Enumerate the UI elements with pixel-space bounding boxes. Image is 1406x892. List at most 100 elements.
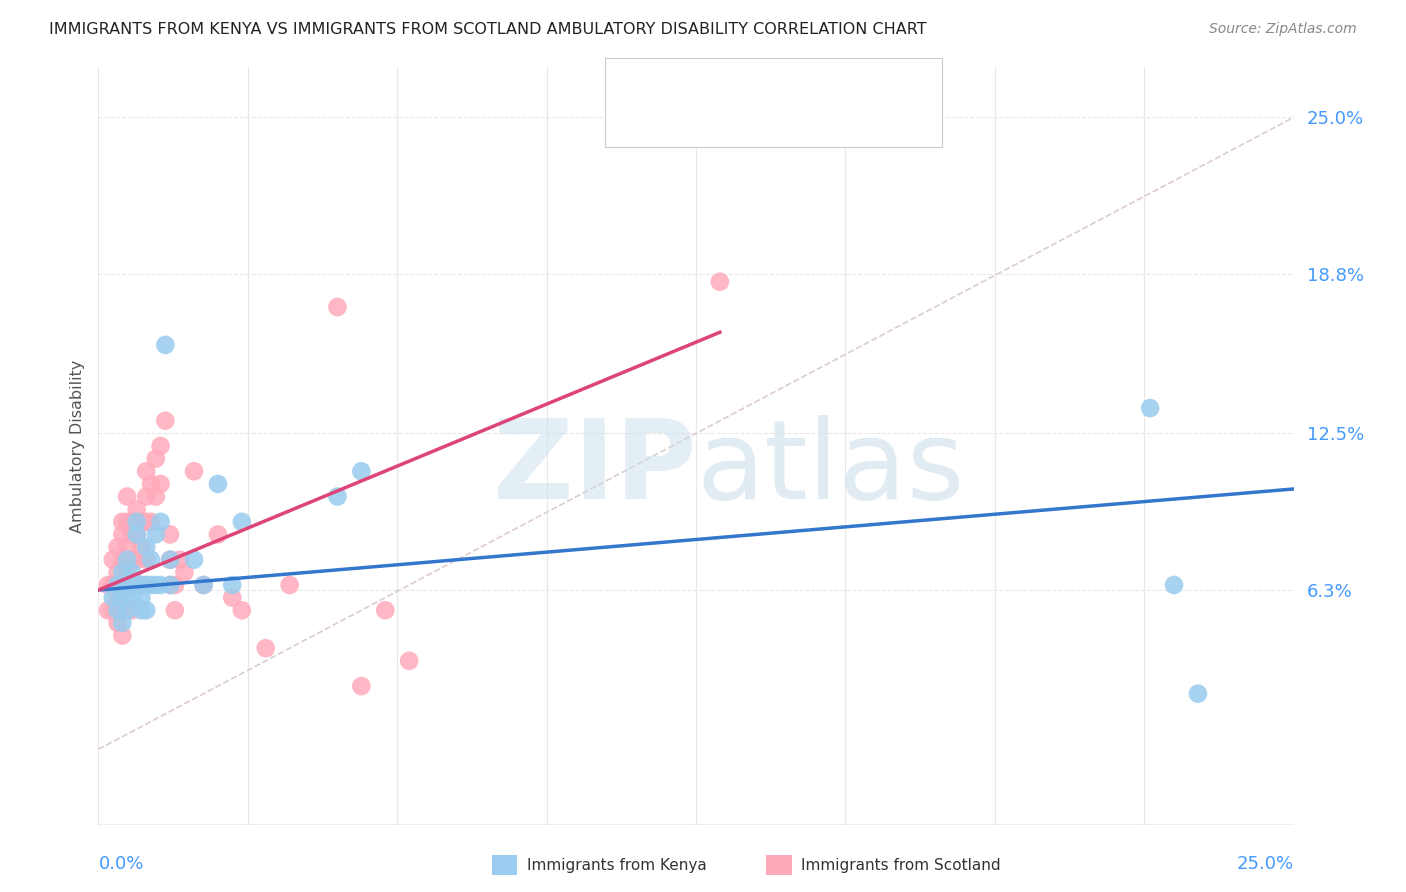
Text: Immigrants from Kenya: Immigrants from Kenya xyxy=(527,858,707,872)
Point xyxy=(115,603,138,617)
Point xyxy=(139,578,162,592)
Point xyxy=(159,552,181,567)
Point xyxy=(207,476,229,491)
Point xyxy=(149,578,172,592)
Point xyxy=(111,603,134,617)
Point xyxy=(135,490,157,504)
Point xyxy=(1139,401,1161,416)
Point xyxy=(121,578,143,592)
Point xyxy=(101,591,124,605)
Point xyxy=(135,540,157,554)
Point xyxy=(145,451,167,466)
Point xyxy=(145,490,167,504)
Text: ZIP: ZIP xyxy=(492,416,696,522)
Point xyxy=(121,578,143,592)
Text: Immigrants from Scotland: Immigrants from Scotland xyxy=(801,858,1001,872)
Point xyxy=(350,464,373,478)
Point xyxy=(709,275,731,289)
Point xyxy=(149,439,172,453)
Point xyxy=(139,476,162,491)
Point xyxy=(121,591,143,605)
Point xyxy=(326,490,349,504)
Point xyxy=(661,111,683,125)
Point xyxy=(326,300,349,314)
Point xyxy=(398,654,420,668)
Text: 25.0%: 25.0% xyxy=(1236,855,1294,873)
Point xyxy=(107,578,129,592)
Text: R =: R = xyxy=(664,115,706,134)
Point xyxy=(125,527,148,541)
Point xyxy=(121,603,143,617)
Point xyxy=(145,527,167,541)
Text: 39: 39 xyxy=(808,71,834,90)
Point xyxy=(159,578,181,592)
Point xyxy=(149,515,172,529)
Text: 62: 62 xyxy=(808,115,834,134)
Point xyxy=(163,578,186,592)
Point xyxy=(1187,687,1209,701)
Y-axis label: Ambulatory Disability: Ambulatory Disability xyxy=(69,359,84,533)
Point xyxy=(111,615,134,630)
Point xyxy=(169,552,191,567)
Point xyxy=(139,552,162,567)
Point xyxy=(115,490,138,504)
Text: R =: R = xyxy=(664,71,706,90)
Point xyxy=(159,552,181,567)
Point xyxy=(97,603,120,617)
Point xyxy=(159,578,181,592)
Point xyxy=(125,515,148,529)
Point xyxy=(107,603,129,617)
Point xyxy=(115,540,138,554)
Point xyxy=(231,603,253,617)
Point xyxy=(115,552,138,567)
Point xyxy=(107,540,129,554)
Text: 0.162: 0.162 xyxy=(706,71,762,90)
Point xyxy=(125,578,148,592)
Point xyxy=(159,527,181,541)
Point xyxy=(111,591,134,605)
Text: IMMIGRANTS FROM KENYA VS IMMIGRANTS FROM SCOTLAND AMBULATORY DISABILITY CORRELAT: IMMIGRANTS FROM KENYA VS IMMIGRANTS FROM… xyxy=(49,22,927,37)
Point xyxy=(135,603,157,617)
Point xyxy=(135,464,157,478)
Text: N =: N = xyxy=(770,115,814,134)
Text: atlas: atlas xyxy=(696,416,965,522)
Point xyxy=(131,578,153,592)
Point xyxy=(111,527,134,541)
Point xyxy=(149,476,172,491)
Point xyxy=(145,578,167,592)
Point xyxy=(101,552,124,567)
Point xyxy=(155,338,177,352)
Point xyxy=(1163,578,1185,592)
Point xyxy=(131,515,153,529)
Point xyxy=(111,566,134,580)
Text: 0.348: 0.348 xyxy=(706,115,762,134)
Point xyxy=(135,578,157,592)
Point xyxy=(163,603,186,617)
Point xyxy=(131,603,153,617)
Point xyxy=(131,578,153,592)
Point xyxy=(115,578,138,592)
Text: Source: ZipAtlas.com: Source: ZipAtlas.com xyxy=(1209,22,1357,37)
Point xyxy=(221,578,243,592)
Point xyxy=(125,552,148,567)
Point xyxy=(135,552,157,567)
Point xyxy=(193,578,215,592)
Point xyxy=(115,515,138,529)
Point xyxy=(131,540,153,554)
Point xyxy=(183,464,205,478)
Point xyxy=(231,515,253,529)
Point xyxy=(193,578,215,592)
Text: 0.0%: 0.0% xyxy=(98,855,143,873)
Point xyxy=(125,527,148,541)
Point xyxy=(121,527,143,541)
Point xyxy=(374,603,396,617)
Point xyxy=(173,566,195,580)
Point xyxy=(121,566,143,580)
Point xyxy=(111,515,134,529)
Point xyxy=(131,591,153,605)
Point xyxy=(121,552,143,567)
Point xyxy=(135,515,157,529)
Point xyxy=(97,578,120,592)
Point xyxy=(111,628,134,642)
Point xyxy=(107,591,129,605)
